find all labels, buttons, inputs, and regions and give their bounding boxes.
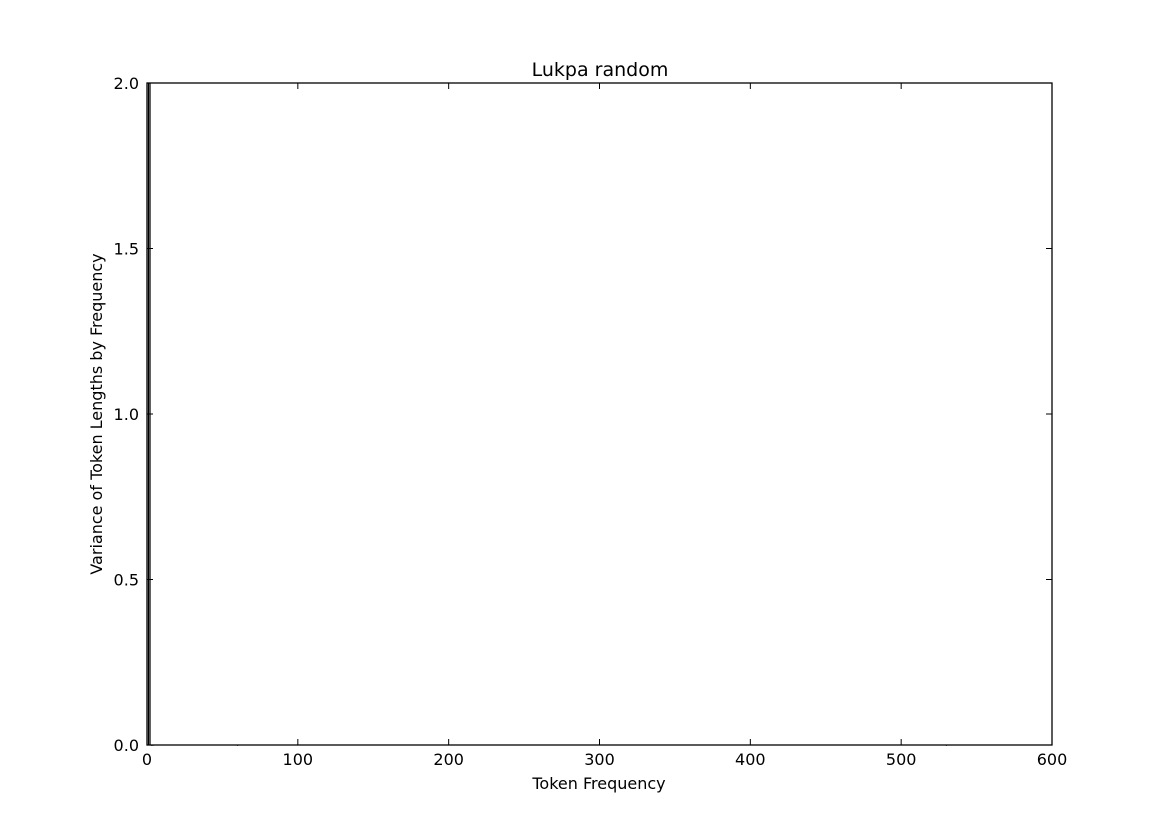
x-tick-label-4: 400 (735, 750, 766, 769)
y-tick-label-4: 2.0 (114, 74, 139, 93)
y-axis: 0.0 0.5 1.0 1.5 2.0 (114, 74, 1052, 755)
x-tick-label-6: 600 (1037, 750, 1068, 769)
x-tick-label-2: 200 (433, 750, 464, 769)
x-axis-label: Token Frequency (531, 774, 665, 793)
bars-group (147, 83, 948, 746)
x-tick-label-0: 0 (142, 750, 152, 769)
y-tick-label-3: 1.5 (114, 240, 139, 259)
x-tick-label-1: 100 (283, 750, 314, 769)
x-tick-label-5: 500 (886, 750, 917, 769)
chart-title: Lukpa random (532, 59, 669, 81)
y-tick-label-0: 0.0 (114, 736, 139, 755)
y-tick-label-1: 0.5 (114, 571, 139, 590)
x-tick-label-3: 300 (584, 750, 615, 769)
y-tick-label-2: 1.0 (114, 405, 139, 424)
y-axis-label: Variance of Token Lengths by Frequency (87, 253, 106, 574)
plot-frame (146, 82, 1053, 746)
x-axis: 0 100 200 300 400 500 600 (142, 83, 1067, 769)
